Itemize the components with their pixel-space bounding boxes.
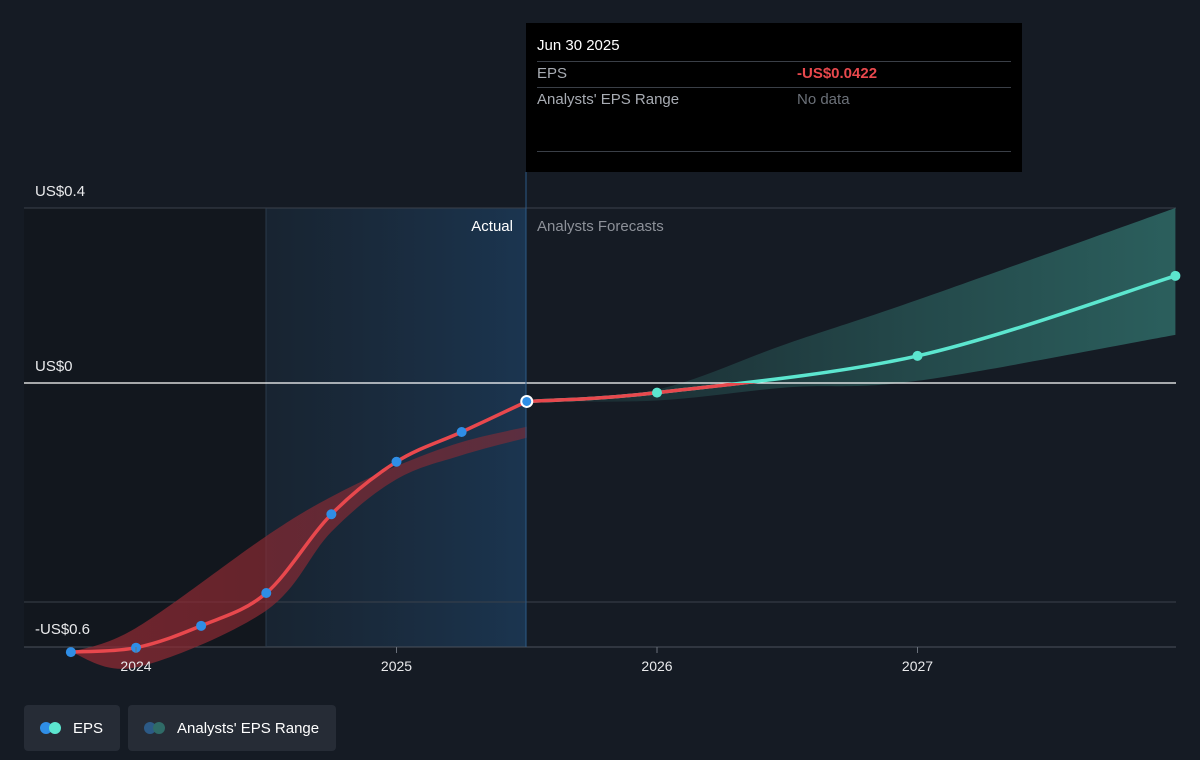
forecast-label: Analysts Forecasts bbox=[537, 218, 664, 235]
eps-range-past bbox=[70, 426, 527, 669]
eps-point-selected bbox=[520, 394, 534, 408]
range-dots-icon bbox=[144, 722, 168, 734]
x-tick-label: 2026 bbox=[641, 658, 672, 674]
legend-range-label: Analysts' EPS Range bbox=[177, 719, 320, 737]
eps-actual-line bbox=[69, 399, 529, 654]
eps-range-layer bbox=[70, 208, 1176, 669]
y-label-zero: US$0 bbox=[35, 358, 73, 375]
x-tick-label: 2024 bbox=[120, 658, 151, 674]
eps-point bbox=[196, 620, 207, 631]
tooltip-row-range: Analysts' EPS Range No data bbox=[537, 87, 1011, 113]
eps-forecast-point bbox=[1170, 270, 1181, 281]
tooltip-bottom-rule bbox=[537, 151, 1011, 152]
eps-point bbox=[261, 588, 272, 598]
tooltip: Jun 30 2025 EPS -US$0.0422 Analysts' EPS… bbox=[526, 23, 1022, 172]
legend-item-eps[interactable]: EPS bbox=[24, 705, 121, 751]
x-tick-label: 2027 bbox=[902, 658, 933, 674]
eps-range-forecast bbox=[526, 208, 1176, 402]
tooltip-row-eps: EPS -US$0.0422 bbox=[537, 61, 1011, 87]
tooltip-eps-label: EPS bbox=[537, 65, 568, 82]
eps-point bbox=[391, 456, 402, 467]
y-label-bottom: -US$0.6 bbox=[35, 621, 90, 638]
tooltip-eps-value: -US$0.0422 bbox=[797, 65, 878, 82]
eps-point-layer bbox=[65, 270, 1181, 658]
x-tick-label: 2025 bbox=[381, 658, 412, 674]
eps-point bbox=[326, 509, 337, 520]
tooltip-range-label: Analysts' EPS Range bbox=[537, 91, 680, 108]
eps-dots-icon bbox=[40, 722, 64, 734]
eps-point bbox=[456, 427, 467, 437]
eps-forecast-negative-line bbox=[526, 383, 759, 404]
eps-line-layer bbox=[69, 274, 1178, 654]
legend: EPS Analysts' EPS Range bbox=[24, 705, 337, 751]
tooltip-date: Jun 30 2025 bbox=[537, 37, 620, 54]
tooltip-range-value: No data bbox=[797, 91, 850, 108]
actual-label: Actual bbox=[471, 218, 513, 235]
x-tick-layer: 2024 2025 2026 2027 bbox=[120, 647, 933, 674]
y-label-top: US$0.4 bbox=[35, 183, 85, 200]
eps-forecast-point bbox=[652, 387, 662, 398]
legend-item-range[interactable]: Analysts' EPS Range bbox=[128, 705, 337, 751]
actual-highlight bbox=[266, 208, 526, 647]
eps-point bbox=[65, 647, 76, 658]
legend-eps-label: EPS bbox=[73, 719, 104, 737]
eps-forecast-point bbox=[912, 350, 923, 361]
